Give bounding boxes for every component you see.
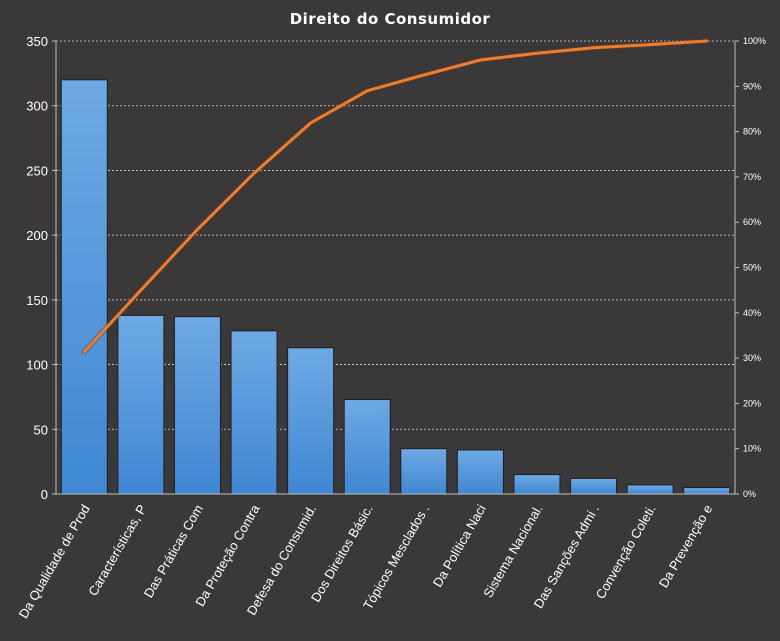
x-tick-label: Dos Direitos Básic. [308, 502, 376, 605]
bar [343, 399, 391, 495]
y2-tick-label: 80% [743, 127, 761, 137]
x-tick-label: Características, P [85, 502, 149, 598]
bar [117, 314, 165, 495]
bar [513, 474, 561, 495]
y2-tick-label: 90% [743, 81, 761, 91]
y2-tick-label: 40% [743, 308, 761, 318]
y2-tick-label: 20% [743, 398, 761, 408]
y2-tick-label: 30% [743, 353, 761, 363]
x-tick-label: Das Práticas Com [141, 502, 206, 600]
y2-tick-label: 50% [743, 263, 761, 273]
y-tick-label: 300 [26, 99, 48, 114]
bar [570, 477, 618, 495]
y2-tick-label: 0% [743, 489, 756, 499]
bar [287, 347, 335, 495]
cumulative-line [82, 39, 709, 354]
x-tick-label: Convenção Coleti. [593, 502, 659, 602]
y-tick-label: 200 [26, 228, 48, 243]
y-tick-label: 350 [26, 34, 48, 49]
x-tick-label: Da Proteção Contra [192, 501, 263, 609]
y-tick-label: 150 [26, 293, 48, 308]
gridlines [56, 40, 735, 430]
x-tick-label: Tópicos Mesclados . [360, 502, 432, 612]
bar [173, 316, 221, 495]
x-tick-label: Da Qualidade de Prod [16, 502, 93, 621]
y2-tick-label: 100% [743, 36, 766, 46]
bar [400, 448, 448, 495]
bar [626, 484, 674, 495]
y-tick-label: 250 [26, 163, 48, 178]
y2-tick-label: 10% [743, 444, 761, 454]
bar [683, 487, 731, 495]
x-tick-label: Da Prevenção e [656, 502, 716, 590]
y2-tick-label: 60% [743, 217, 761, 227]
y-tick-label: 50 [34, 422, 48, 437]
y-tick-label: 0 [41, 487, 48, 502]
x-tick-label: Das Sanções Admi . [531, 502, 603, 611]
y-tick-label: 100 [26, 358, 48, 373]
y2-tick-label: 70% [743, 172, 761, 182]
bar [456, 449, 504, 495]
x-tick-label: Sistema Nacional. [480, 502, 545, 600]
bar-series [60, 79, 731, 495]
bar [60, 79, 108, 495]
y2-axis-ticks: 0% 10% 20% 30% 40% 50% 60% 70% 80% 90% 100% [735, 36, 766, 499]
y-axis-ticks: 0 50 100 150 200 250 300 350 [26, 34, 56, 502]
cumulative-line-series [81, 38, 710, 355]
bar [230, 330, 278, 495]
chart-title: Direito do Consumidor [290, 10, 491, 28]
cumulative-line-shadow [81, 38, 710, 355]
x-tick-label: Da Política Naci [430, 502, 489, 590]
